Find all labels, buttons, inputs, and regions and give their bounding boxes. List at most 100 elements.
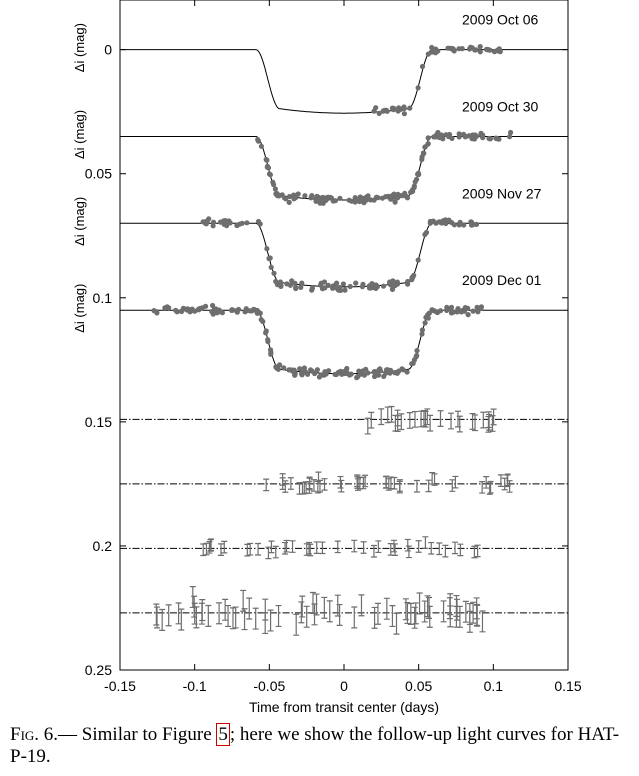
photometry-point: [266, 255, 272, 262]
photometry-point: [265, 338, 271, 345]
photometry-point: [219, 310, 225, 316]
night-label-2: 2009 Nov 27: [462, 185, 542, 201]
residual-errorbar: [442, 544, 449, 558]
photometry-point: [341, 368, 348, 374]
residual-errorbar: [497, 474, 504, 487]
residual-errorbar: [358, 594, 365, 617]
residual-errorbar: [217, 543, 224, 556]
photometry-point: [335, 369, 342, 375]
photometry-point: [419, 154, 425, 160]
residual-errorbar: [165, 604, 172, 627]
photometry-point: [383, 370, 389, 376]
photometry-point: [353, 280, 359, 286]
residual-errorbar: [479, 610, 486, 633]
photometry-point: [461, 222, 467, 228]
residual-errorbar: [407, 602, 414, 625]
residual-errorbar: [479, 480, 486, 494]
photometry-point: [405, 278, 411, 285]
photometry-point: [314, 367, 320, 373]
residual-errorbar: [272, 545, 279, 559]
photometry-point: [430, 307, 436, 313]
residual-errorbar: [289, 540, 296, 553]
y-tick-label: 0: [104, 42, 112, 58]
residual-errorbar: [448, 412, 455, 430]
residual-errorbar: [303, 481, 310, 494]
residual-errorbar: [303, 605, 310, 628]
photometry-point: [151, 308, 157, 314]
residual-errorbar: [283, 539, 290, 553]
photometry-point: [456, 134, 462, 140]
photometry-point: [349, 198, 355, 204]
residual-errorbar: [293, 613, 300, 636]
photometry-point: [290, 367, 296, 373]
photometry-point: [449, 46, 456, 52]
residual-errorbar: [471, 545, 478, 559]
photometry-point: [437, 308, 444, 314]
photometry-point: [204, 218, 210, 224]
residual-errorbar: [255, 542, 262, 556]
photometry-point: [274, 192, 280, 198]
photometry-point: [184, 307, 190, 313]
photometry-point: [456, 222, 462, 228]
residual-errorbar: [429, 471, 436, 485]
photometry-point: [264, 164, 270, 170]
photometry-point: [444, 307, 450, 313]
photometry-point: [299, 370, 305, 376]
residual-errorbar: [390, 539, 397, 553]
residual-errorbar: [392, 543, 399, 556]
lines-layer: [120, 49, 568, 614]
residual-errorbar: [306, 477, 313, 491]
residual-errorbar: [229, 607, 236, 630]
photometry-point: [423, 229, 430, 236]
residual-errorbar: [415, 540, 422, 553]
residual-errorbar: [159, 608, 166, 631]
photometry-point: [470, 132, 476, 138]
photometry-point: [287, 193, 293, 200]
photometry-point: [275, 366, 281, 372]
night-label-1: 2009 Oct 30: [462, 99, 538, 115]
residual-errorbar: [504, 474, 511, 488]
residual-errorbar: [279, 477, 286, 490]
residual-errorbar: [275, 604, 282, 628]
x-tick-label: 0.05: [405, 678, 432, 694]
photometry-point: [401, 111, 407, 117]
figure-reference-link[interactable]: 5: [216, 723, 230, 746]
residual-errorbar: [198, 602, 205, 625]
residual-errorbar: [411, 606, 418, 629]
photometry-point: [411, 183, 417, 189]
residual-errorbar: [383, 597, 390, 620]
photometry-point: [321, 279, 328, 285]
residual-errorbar: [326, 600, 333, 623]
residual-errorbar: [387, 476, 394, 490]
y-axis-label-3: Δi (mag): [72, 284, 87, 333]
residual-errorbar: [378, 408, 385, 426]
photometry-point: [315, 194, 321, 200]
residual-errorbar: [364, 417, 371, 435]
residual-errorbar: [208, 538, 215, 552]
residual-errorbar: [469, 413, 476, 430]
photometry-point: [409, 361, 415, 367]
photometry-point: [377, 366, 383, 372]
plot-frame: [119, 0, 569, 671]
residual-errorbar: [462, 600, 469, 623]
residual-errorbar: [362, 474, 369, 488]
residual-errorbar: [452, 541, 459, 555]
residual-errorbar: [252, 607, 259, 630]
residual-errorbar: [446, 597, 453, 620]
photometry-point: [348, 371, 354, 377]
photometry-point: [376, 110, 382, 116]
y-axis-label-1: Δi (mag): [72, 110, 87, 159]
photometry-point: [347, 283, 353, 290]
residual-errorbar: [449, 479, 456, 492]
photometry-point: [268, 264, 274, 270]
photometry-point: [316, 374, 322, 380]
photometry-point: [323, 196, 330, 203]
photometry-point: [415, 85, 421, 91]
residual-errorbar: [393, 612, 400, 635]
photometry-point: [270, 179, 276, 185]
photometry-point: [435, 129, 441, 136]
caption-label: Fig. 6.—: [10, 724, 78, 745]
photometry-point: [425, 51, 431, 57]
photometry-point: [318, 282, 324, 288]
photometry-point: [467, 46, 473, 52]
